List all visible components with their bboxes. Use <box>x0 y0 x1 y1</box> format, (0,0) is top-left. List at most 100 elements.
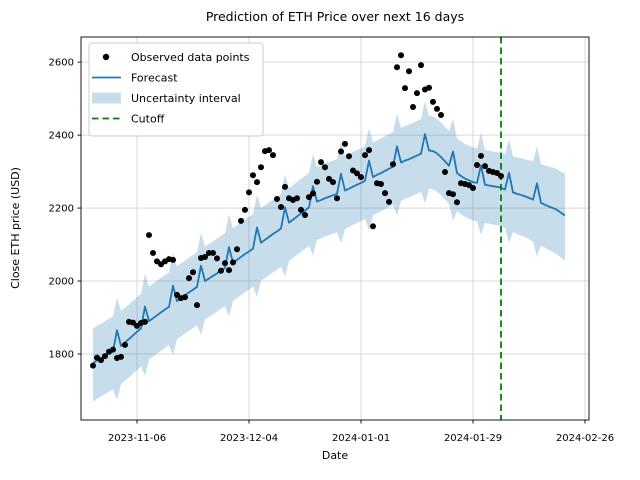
observed-point <box>242 206 248 213</box>
observed-point <box>270 152 276 159</box>
observed-point <box>110 346 116 353</box>
uncertainty-band <box>93 101 565 402</box>
observed-point <box>450 191 456 198</box>
observed-point <box>250 172 256 179</box>
observed-point <box>418 62 424 69</box>
observed-point <box>378 180 384 187</box>
observed-point <box>410 104 416 111</box>
observed-point <box>146 232 152 239</box>
observed-point <box>182 294 188 301</box>
observed-point <box>202 253 208 260</box>
observed-point <box>498 172 504 179</box>
x-tick-label: 2023-11-06 <box>108 433 166 444</box>
observed-point <box>282 183 288 190</box>
x-tick-label: 2024-01-29 <box>444 433 502 444</box>
uncertainty-patch-icon <box>92 92 121 104</box>
observed-point <box>342 140 348 147</box>
observed-points <box>90 52 504 369</box>
observed-point <box>246 189 252 196</box>
y-tick-label: 2000 <box>49 277 74 288</box>
legend-label-observed: Observed data points <box>131 51 250 64</box>
observed-point <box>306 194 312 201</box>
uncertainty-band-area <box>93 101 565 402</box>
observed-point <box>478 152 484 159</box>
observed-point <box>150 249 156 256</box>
observed-point <box>234 246 240 253</box>
observed-point <box>370 223 376 230</box>
observed-point <box>302 212 308 219</box>
observed-point <box>258 164 264 171</box>
observed-point <box>430 98 436 105</box>
observed-point <box>482 163 488 170</box>
observed-point <box>394 64 400 71</box>
observed-point <box>238 217 244 224</box>
observed-point <box>170 256 176 263</box>
observed-point <box>98 357 104 364</box>
observed-point <box>426 84 432 91</box>
observed-point <box>358 174 364 181</box>
observed-point <box>322 164 328 171</box>
observed-point <box>402 85 408 92</box>
observed-point <box>406 68 412 75</box>
observed-marker-icon <box>102 53 110 61</box>
legend-label-forecast: Forecast <box>131 72 178 85</box>
observed-point <box>218 267 224 274</box>
observed-point <box>122 341 128 348</box>
x-tick-label: 2023-12-04 <box>220 433 278 444</box>
y-tick-label: 2600 <box>49 58 74 69</box>
chart-title: Prediction of ETH Price over next 16 day… <box>206 9 464 24</box>
x-axis-label: Date <box>322 449 349 462</box>
observed-point <box>330 179 336 186</box>
plot-border <box>80 36 590 421</box>
observed-point <box>90 362 96 369</box>
observed-point <box>274 195 280 202</box>
observed-point <box>266 147 272 154</box>
legend-box <box>88 42 264 137</box>
observed-point <box>386 198 392 205</box>
observed-point <box>346 153 352 160</box>
observed-point <box>174 291 180 298</box>
observed-point <box>318 159 324 166</box>
y-tick-label: 1800 <box>49 349 74 360</box>
observed-point <box>194 302 200 309</box>
observed-point <box>310 190 316 197</box>
x-tick-label: 2024-01-01 <box>332 433 390 444</box>
observed-point <box>326 175 332 182</box>
observed-point <box>334 195 340 202</box>
observed-point <box>118 353 124 360</box>
observed-point <box>398 52 404 59</box>
legend: Observed data points Forecast Uncertaint… <box>88 42 264 137</box>
observed-point <box>390 161 396 168</box>
observed-point <box>474 162 480 169</box>
observed-point <box>354 170 360 177</box>
observed-point <box>186 275 192 282</box>
observed-point <box>414 90 420 97</box>
observed-point <box>454 199 460 206</box>
observed-point <box>294 195 300 202</box>
observed-point <box>298 206 304 213</box>
axis-ticks: 2023-11-06 2023-12-04 2024-01-01 2024-01-29… <box>49 58 615 444</box>
legend-label-uncertainty: Uncertainty interval <box>131 92 241 105</box>
observed-point <box>366 147 372 154</box>
forecast-line <box>92 133 566 364</box>
observed-point <box>130 319 136 326</box>
observed-point <box>314 178 320 185</box>
y-tick-label: 2200 <box>49 204 74 215</box>
observed-point <box>362 152 368 159</box>
observed-point <box>254 179 260 186</box>
y-tick-label: 2400 <box>49 131 74 142</box>
observed-point <box>438 112 444 119</box>
observed-point <box>442 168 448 175</box>
observed-point <box>210 249 216 256</box>
observed-point <box>434 105 440 112</box>
observed-point <box>230 259 236 266</box>
forecast-path <box>92 133 566 364</box>
observed-point <box>338 148 344 155</box>
x-tick-label: 2024-02-26 <box>556 433 614 444</box>
y-axis-label: Close ETH price (USD) <box>9 167 22 289</box>
observed-point <box>278 203 284 210</box>
legend-label-cutoff: Cutoff <box>131 113 165 126</box>
observed-point <box>214 255 220 262</box>
